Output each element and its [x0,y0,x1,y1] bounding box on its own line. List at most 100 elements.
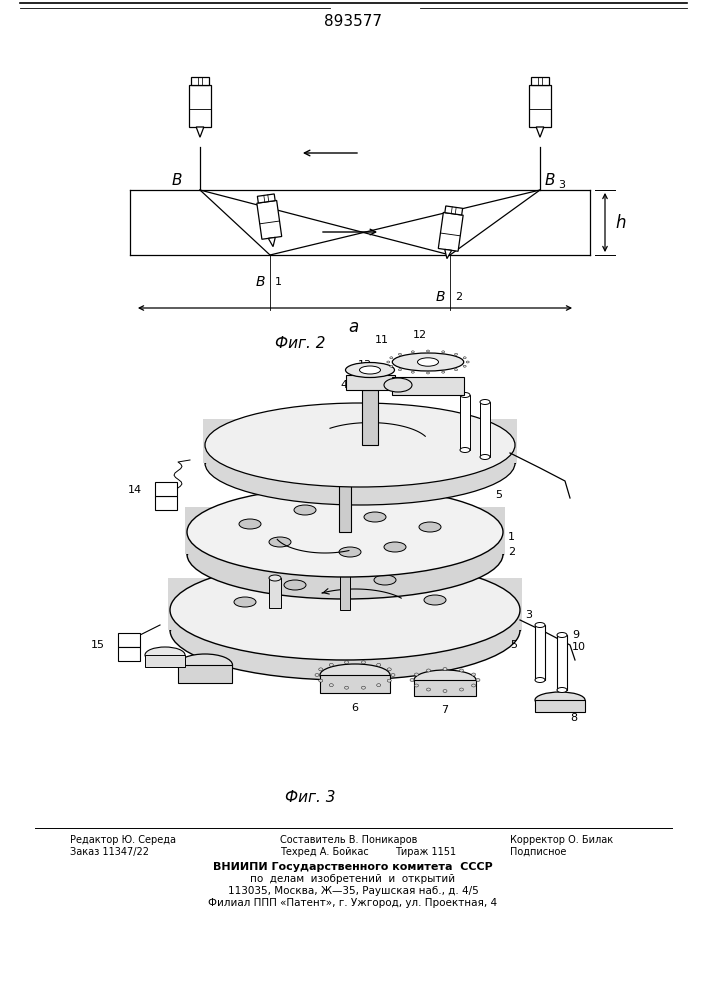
Polygon shape [445,206,462,215]
Ellipse shape [384,542,406,552]
Ellipse shape [460,669,464,672]
Ellipse shape [187,487,503,577]
Bar [118,647,140,661]
Ellipse shape [442,351,445,353]
Ellipse shape [426,669,431,672]
Ellipse shape [374,575,396,585]
Ellipse shape [411,371,414,373]
Text: Подписное: Подписное [510,847,566,857]
Text: B: B [255,275,265,289]
Polygon shape [257,194,275,203]
Bar [338,625,352,655]
Ellipse shape [466,361,469,363]
Text: 13: 13 [358,360,372,370]
Text: 12: 12 [413,330,427,340]
Ellipse shape [480,454,490,460]
Polygon shape [536,127,544,137]
Ellipse shape [460,392,470,397]
Bar [557,635,567,690]
Ellipse shape [535,678,545,682]
Ellipse shape [205,403,515,487]
Ellipse shape [535,622,545,628]
Ellipse shape [463,365,466,367]
Text: B: B [172,173,182,188]
Ellipse shape [426,372,429,374]
Polygon shape [531,77,549,85]
Bar [155,482,177,496]
Polygon shape [529,85,551,127]
Ellipse shape [399,353,402,355]
Ellipse shape [443,668,447,670]
Ellipse shape [319,679,323,682]
Ellipse shape [391,674,395,676]
Ellipse shape [319,668,323,671]
Ellipse shape [443,690,447,692]
Bar [118,633,140,647]
Text: h: h [615,214,626,232]
Text: Фиг. 2: Фиг. 2 [275,336,325,351]
Text: a: a [348,318,358,336]
Ellipse shape [205,421,515,505]
Ellipse shape [339,547,361,557]
Ellipse shape [377,684,380,687]
Text: 10: 10 [572,642,586,652]
Bar [339,461,351,532]
Text: 1: 1 [508,532,515,542]
Ellipse shape [472,684,476,687]
Bar [362,390,378,445]
Ellipse shape [476,678,480,682]
Bar [460,395,470,450]
Text: Фиг. 3: Фиг. 3 [285,790,335,806]
Ellipse shape [392,353,464,371]
Ellipse shape [364,512,386,522]
Ellipse shape [418,358,438,366]
Bar [414,680,476,696]
Ellipse shape [384,378,412,392]
Ellipse shape [426,350,429,352]
Ellipse shape [390,357,393,359]
Ellipse shape [535,692,585,708]
Ellipse shape [361,661,366,664]
Polygon shape [257,200,281,239]
Text: 3: 3 [558,180,565,190]
Ellipse shape [419,522,441,532]
Ellipse shape [463,357,466,359]
Ellipse shape [359,366,380,374]
Ellipse shape [455,369,457,371]
Ellipse shape [315,674,319,676]
Ellipse shape [426,688,431,691]
Text: B: B [545,173,556,188]
Ellipse shape [387,679,391,682]
Ellipse shape [460,688,464,691]
Polygon shape [191,77,209,85]
Bar [535,700,585,712]
Text: 893577: 893577 [324,14,382,29]
Polygon shape [189,85,211,127]
Ellipse shape [329,663,333,666]
Ellipse shape [414,673,419,676]
Bar [185,507,505,554]
Ellipse shape [390,365,393,367]
Ellipse shape [410,678,414,682]
Bar [320,675,390,693]
Text: 15: 15 [91,640,105,650]
Ellipse shape [377,663,380,666]
Text: 113035, Москва, Ж—35, Раушская наб., д. 4/5: 113035, Москва, Ж—35, Раушская наб., д. … [228,886,479,896]
Ellipse shape [344,661,349,664]
Polygon shape [196,127,204,137]
Ellipse shape [145,647,185,663]
Ellipse shape [442,371,445,373]
Ellipse shape [344,686,349,689]
Ellipse shape [329,684,333,687]
Bar [203,419,517,463]
Ellipse shape [557,688,567,692]
Ellipse shape [387,361,390,363]
Text: Филиал ППП «Патент», г. Ужгород, ул. Проектная, 4: Филиал ППП «Патент», г. Ужгород, ул. Про… [209,898,498,908]
Text: 11: 11 [375,335,389,345]
Bar [480,402,490,457]
Text: Редактор Ю. Середа: Редактор Ю. Середа [70,835,176,845]
Text: 8: 8 [570,713,577,723]
Ellipse shape [187,509,503,599]
Ellipse shape [557,633,567,638]
Ellipse shape [399,369,402,371]
